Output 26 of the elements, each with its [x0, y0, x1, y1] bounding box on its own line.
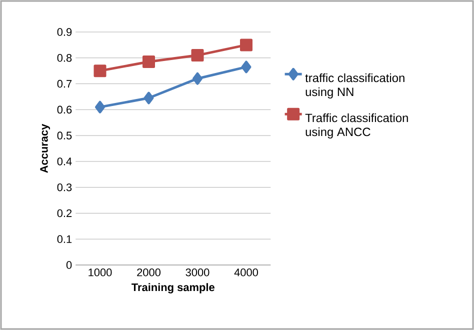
point: [192, 72, 202, 85]
x-axis-title: Training sample: [132, 283, 214, 294]
x-tick-label: 2000: [137, 268, 160, 276]
x-tick-label: 4000: [234, 268, 258, 276]
y-tick-label: 0: [66, 261, 72, 269]
point: [94, 64, 106, 78]
y-tick-label: 0.3: [57, 183, 72, 192]
y-tick-label: 0.2: [57, 209, 72, 218]
point: [144, 92, 154, 104]
point: [142, 56, 155, 68]
x-tick-label: 1000: [88, 268, 112, 276]
y-tick-label: 0.9: [57, 28, 72, 36]
y-tick-label: 0.5: [57, 132, 72, 140]
y-tick-label: 0.4: [57, 158, 72, 166]
y-tick-label: 0.1: [57, 235, 72, 243]
legend-label: traffic classification using NN: [305, 73, 404, 98]
point: [95, 100, 105, 114]
point: [191, 49, 204, 62]
point: [241, 60, 252, 74]
point: [240, 38, 252, 52]
x-tick-label: 3000: [186, 268, 210, 276]
y-tick-label: 0.6: [57, 106, 72, 114]
legend-label: Traffic classification using ANCC: [305, 113, 408, 138]
y-tick-label: 0.7: [57, 80, 72, 88]
y-tick-label: 0.8: [57, 54, 72, 62]
y-axis-title: Accuracy: [40, 124, 50, 173]
